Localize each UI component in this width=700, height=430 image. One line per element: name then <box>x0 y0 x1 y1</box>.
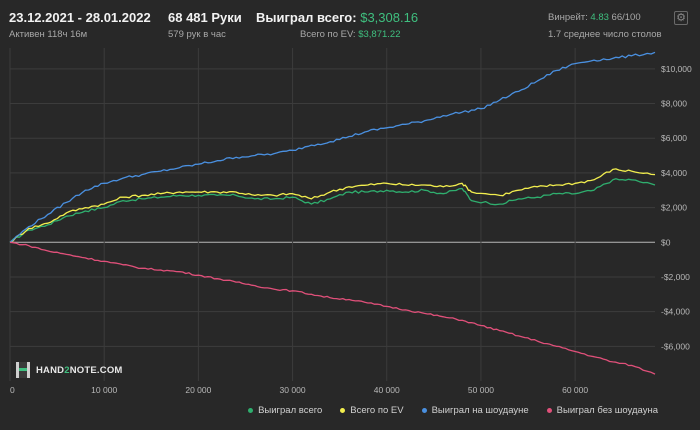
hand2note-logo-icon <box>16 362 30 378</box>
legend-label-no-showdown: Выиграл без шоудауна <box>556 405 658 416</box>
legend-label-won: Выиграл всего <box>258 405 323 416</box>
logo-text-1: HAND <box>36 364 65 376</box>
won-total: Выиграл всего: $3,308.16 <box>256 10 418 25</box>
series-lines <box>9 51 656 375</box>
hands-rate: 579 рук в час <box>168 29 226 40</box>
y-tick-label: -$4,000 <box>661 307 690 317</box>
legend-label-showdown: Выиграл на шоудауне <box>431 405 529 416</box>
y-tick-label: -$2,000 <box>661 272 690 282</box>
x-tick-label: 60 000 <box>562 385 588 395</box>
x-tick-label: 30 000 <box>280 385 306 395</box>
y-tick-label: $4,000 <box>661 168 687 178</box>
series-line-ev <box>9 168 656 243</box>
y-tick-label: $10,000 <box>661 64 692 74</box>
legend-dot-no-showdown <box>546 408 552 413</box>
logo-text-3: NOTE.COM <box>69 364 123 376</box>
y-tick-label: $8,000 <box>661 99 687 109</box>
legend-item-showdown[interactable]: Выиграл на шоудауне <box>421 405 529 416</box>
grid-lines <box>9 48 655 381</box>
legend-dot-won <box>248 408 254 413</box>
chart-legend: Выиграл всего Всего по EV Выиграл на шоу… <box>248 405 658 416</box>
hand2note-logo: HAND 2 NOTE.COM <box>16 362 123 378</box>
active-time: Активен 118ч 16м <box>9 29 88 40</box>
winrate-rest: 66/100 <box>611 12 641 23</box>
date-range: 23.12.2021 - 28.01.2022 <box>9 10 151 25</box>
ev-label: Всего по EV: <box>300 29 356 40</box>
winrate-value: 4.83 <box>590 12 609 23</box>
y-tick-label: $2,000 <box>661 203 687 213</box>
winrate: Винрейт: 4.83 66/100 <box>548 12 641 23</box>
ev-value: $3,871.22 <box>358 29 401 40</box>
x-axis-ticks: 0 10 000 20 000 30 000 40 000 50 000 60 000 <box>10 385 588 395</box>
legend-dot-showdown <box>421 408 427 413</box>
legend-item-no-showdown[interactable]: Выиграл без шоудауна <box>546 405 658 416</box>
x-tick-label: 50 000 <box>468 385 494 395</box>
winrate-label: Винрейт: <box>548 12 588 23</box>
ev-total: Всего по EV: $3,871.22 <box>300 29 400 40</box>
x-tick-label: 0 <box>10 385 15 395</box>
stats-header: 23.12.2021 - 28.01.2022 Активен 118ч 16м… <box>0 0 700 46</box>
profit-chart: $10,000 $8,000 $6,000 $4,000 $2,000 $0 -$2,000… <box>9 48 692 395</box>
x-tick-label: 10 000 <box>91 385 117 395</box>
series-line-showdown <box>9 51 656 243</box>
legend-label-ev: Всего по EV <box>350 405 404 416</box>
won-total-value: $3,308.16 <box>360 10 419 25</box>
y-tick-label: $6,000 <box>661 133 687 143</box>
y-axis-ticks: $10,000 $8,000 $6,000 $4,000 $2,000 $0 -$2,000… <box>661 64 692 352</box>
legend-item-ev[interactable]: Всего по EV <box>340 405 404 416</box>
y-tick-label: $0 <box>661 237 671 247</box>
y-tick-label: -$6,000 <box>661 341 690 351</box>
tables-average: 1.7 среднее число столов <box>548 29 662 40</box>
legend-item-won[interactable]: Выиграл всего <box>248 405 322 416</box>
settings-gear-icon[interactable]: ⚙ <box>674 11 688 25</box>
x-tick-label: 40 000 <box>374 385 400 395</box>
logo-text-2: 2 <box>64 364 70 376</box>
won-total-label: Выиграл всего: <box>256 10 357 25</box>
series-line-won <box>9 178 656 243</box>
x-tick-label: 20 000 <box>185 385 211 395</box>
hands-count: 68 481 Руки <box>168 10 242 25</box>
legend-dot-ev <box>340 408 346 413</box>
series-line-no-showdown <box>9 241 656 375</box>
